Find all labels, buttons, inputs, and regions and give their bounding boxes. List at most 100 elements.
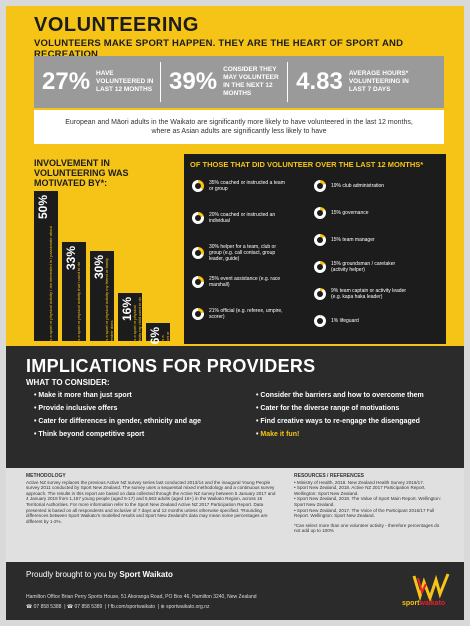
- stat-label: AVERAGE HOURS* VOLUNTEERING IN LAST 7 DA…: [348, 70, 409, 93]
- divider: [160, 62, 162, 102]
- sport-waikato-logo: [412, 573, 450, 603]
- implication-item: Provide inclusive offers: [34, 405, 201, 412]
- role-item: 15% team manager: [314, 234, 411, 246]
- divider: [287, 62, 289, 102]
- stat-value: 4.83: [296, 68, 343, 95]
- logo-sport: sport: [402, 600, 420, 607]
- implications-subtitle: WHAT TO CONSIDER:: [26, 378, 110, 387]
- role-text: 21% official (e.g. referee, umpire, scor…: [209, 308, 283, 320]
- volunteer-roles-panel: OF THOSE THAT DID VOLUNTEER OVER THE LAS…: [184, 154, 446, 344]
- implication-item: Cater for differences in gender, ethnici…: [34, 418, 201, 425]
- bar-text: It is a sport or physical activity my ch…: [132, 297, 142, 345]
- fax: 07 858 5389: [74, 604, 103, 610]
- implications-right-list: Consider the barriers and how to overcom…: [256, 392, 424, 444]
- role-item: 9% team captain or activity leader (e.g.…: [314, 288, 411, 300]
- implications-title: IMPLICATIONS FOR PROVIDERS: [26, 356, 316, 376]
- role-text: 15% team manager: [331, 237, 375, 243]
- methodology-text: METHODOLOGY Active NZ survey replaces th…: [26, 473, 276, 524]
- motivation-bar: 6% It is a sport or physical activity tha…: [146, 323, 210, 345]
- role-donut: [192, 276, 204, 288]
- motivation-bar: 33% It is a sport or physical activity th…: [62, 242, 86, 345]
- role-text: 20% coached or instructed an individual: [209, 212, 276, 224]
- bar-text: It is a sport or physical activity I am …: [48, 226, 53, 345]
- role-item: 20% coached or instructed an individual: [192, 212, 289, 224]
- role-text: 25% event assistance (e.g. race marshall…: [209, 276, 281, 288]
- role-donut: [192, 247, 204, 259]
- phone: 07 858 5388: [33, 604, 62, 610]
- ethnicity-note: European and Māori adults in the Waikato…: [34, 110, 444, 144]
- motivation-bars: 50% It is a sport or physical activity I …: [34, 181, 210, 345]
- role-text: 15% governance: [331, 210, 369, 216]
- role-text: 30% helper for a team, club or group (e.…: [209, 244, 276, 262]
- office-address: Hamilton Office Brian Perry Sports House…: [26, 594, 257, 600]
- role-donut: [192, 212, 204, 224]
- role-donut: [314, 180, 326, 192]
- brand-name: Sport Waikato: [119, 570, 173, 579]
- role-item: 19% club administration: [314, 180, 411, 192]
- stat-value: 27%: [42, 68, 91, 95]
- implication-item: Make it more than just sport: [34, 392, 201, 399]
- role-item: 15% governance: [314, 207, 411, 219]
- role-item: 21% official (e.g. referee, umpire, scor…: [192, 308, 289, 320]
- brought-text: Proudly brought to you by: [26, 570, 118, 579]
- motivation-bar: 50% It is a sport or physical activity I …: [34, 191, 58, 345]
- facebook-link[interactable]: fb.com/sportwaikato: [110, 604, 156, 610]
- role-item: 25% event assistance (e.g. race marshall…: [192, 276, 289, 288]
- role-item: 1% lifeguard: [314, 315, 411, 327]
- stat-volunteered: 27% HAVE VOLUNTEERED IN LAST 12 MONTHS: [42, 68, 156, 96]
- role-item: 15% groundsman / caretaker (activity hel…: [314, 261, 411, 273]
- motivation-title: INVOLVEMENT IN VOLUNTEERING WAS MOTIVATE…: [34, 158, 129, 188]
- implications-section: IMPLICATIONS FOR PROVIDERS WHAT TO CONSI…: [6, 346, 464, 468]
- role-donut: [314, 207, 326, 219]
- stat-label: CONSIDER THEY MAY VOLUNTEER IN THE NEXT …: [223, 66, 279, 97]
- contact-line: ☎ 07 858 5388 | ☎ 07 858 5389 | f fb.com…: [26, 604, 210, 610]
- implication-item: Think beyond competitive sport: [34, 431, 201, 438]
- bar-text: It is a sport or physical activity that …: [76, 262, 81, 345]
- methodology-heading: METHODOLOGY: [26, 473, 66, 479]
- logo-waikato: waikato: [419, 600, 446, 607]
- implication-item: Cater for the diverse range of motivatio…: [256, 405, 424, 412]
- phone-icon: ☎: [26, 604, 34, 610]
- role-text: 9% team captain or activity leader (e.g.…: [331, 288, 407, 300]
- implication-item: Find creative ways to re-engage the dise…: [256, 418, 424, 425]
- motivation-bar: 16% It is a sport or physical activity my…: [118, 293, 142, 345]
- implications-left-list: Make it more than just sport Provide inc…: [34, 392, 201, 444]
- role-donut: [192, 308, 204, 320]
- web-link[interactable]: sportwaikato.org.nz: [166, 604, 210, 610]
- role-item: 30% helper for a team, club or group (e.…: [192, 244, 289, 262]
- brought-by: Proudly brought to you by Sport Waikato: [26, 570, 173, 579]
- page-subtitle: VOLUNTEERS MAKE SPORT HAPPEN. THEY ARE T…: [34, 38, 404, 60]
- stats-bar: 27% HAVE VOLUNTEERED IN LAST 12 MONTHS 3…: [34, 56, 444, 108]
- resources-heading: RESOURCES / REFERENCES: [294, 473, 365, 479]
- role-donut: [192, 180, 204, 192]
- resource-item: • Sport New Zealand, 2017. The Voice of …: [294, 507, 435, 519]
- role-donut: [314, 288, 326, 300]
- footnote: *Can select more than one volunteer acti…: [294, 522, 440, 534]
- resource-item: • Ministry of Health, 2018. New Zealand …: [294, 479, 425, 485]
- implication-item: Consider the barriers and how to overcom…: [256, 392, 423, 399]
- resource-item: • Sport New Zealand, 2018. The Value of …: [294, 496, 441, 507]
- roles-title: OF THOSE THAT DID VOLUNTEER OVER THE LAS…: [190, 160, 424, 169]
- fax-icon: ☎: [66, 604, 75, 610]
- stat-may-volunteer: 39% CONSIDER THEY MAY VOLUNTEER IN THE N…: [169, 66, 283, 98]
- stat-value: 39%: [169, 68, 218, 95]
- motivation-bar: 30% It is a sport or physical activity my…: [90, 251, 114, 345]
- role-donut: [314, 315, 326, 327]
- role-donut: [314, 234, 326, 246]
- globe-icon: ⊕: [160, 604, 167, 610]
- facebook-icon: f: [107, 604, 111, 610]
- stat-average-hours: 4.83 AVERAGE HOURS* VOLUNTEERING IN LAST…: [296, 68, 409, 96]
- role-donut: [314, 261, 326, 273]
- logo-wordmark: sportwaikato: [402, 600, 445, 607]
- role-text: 19% club administration: [331, 183, 385, 189]
- role-text: 35% coached or instructed a team or grou…: [209, 180, 285, 192]
- role-item: 35% coached or instructed a team or grou…: [192, 180, 289, 192]
- stat-label: HAVE VOLUNTEERED IN LAST 12 MONTHS: [96, 70, 154, 93]
- methodology-body: Active NZ survey replaces the previous A…: [26, 479, 276, 524]
- role-text: 15% groundsman / caretaker (activity hel…: [331, 261, 396, 273]
- resources: RESOURCES / REFERENCES • Ministry of Hea…: [294, 473, 444, 534]
- page-title: VOLUNTEERING: [34, 14, 199, 36]
- bar-text: It is a sport or physical activity my fr…: [104, 258, 114, 345]
- infographic-page: VOLUNTEERING VOLUNTEERS MAKE SPORT HAPPE…: [6, 6, 464, 620]
- footer: Proudly brought to you by Sport Waikato …: [6, 562, 464, 620]
